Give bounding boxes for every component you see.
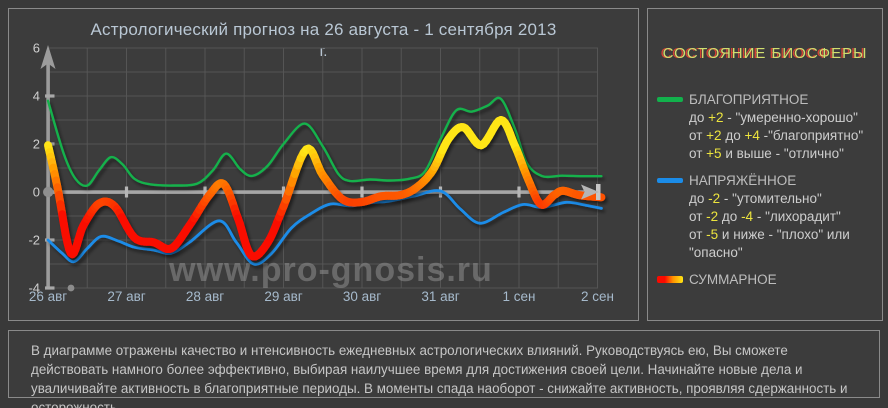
legend-line: от +2 до +4 -"благоприятно" [689, 128, 864, 143]
legend-label-tense: НАПРЯЖЁННОЕ [689, 173, 797, 188]
y-tick-label: 2 [33, 137, 40, 152]
forecast-chart: www.pro-gnosis.ru 6 4 2 0 -2 -426 авг 27 авг 28 … [28, 41, 614, 305]
legend-lines-favorable: до +2 - "умеренно-хорошо" от +2 до +4 -"б… [689, 109, 878, 163]
x-tick-label: 30 авг [343, 289, 381, 304]
y-tick-label: 0 [33, 185, 40, 200]
x-tick-label: 31 авг [421, 289, 459, 304]
y-axis-labels: 6 4 2 0 -2 -4 [28, 41, 40, 296]
axis-origin-dot-bottom [67, 284, 75, 292]
description-panel: В диаграмме отражены качество и нтенсивн… [8, 330, 880, 408]
legend-line: до -2 - "утомительно" [689, 191, 822, 206]
x-axis-arrow [581, 184, 599, 200]
x-tick-label: 2 сен [581, 289, 614, 304]
chart-title: Астрологический прогноз на 26 августа - … [90, 20, 557, 39]
x-tick-label: 26 авг [29, 289, 67, 304]
legend-line: от -2 до -4 - "лихорадит" [689, 209, 841, 224]
tense-line-swatch [657, 178, 683, 183]
series-summary-line [44, 116, 606, 261]
x-tick-label: 28 авг [186, 289, 224, 304]
legend-panel: СОСТОЯНИЕ БИОСФЕРЫ БЛАГОПРИЯТНОЕ до +2 -… [647, 8, 883, 321]
series-favorable-line [46, 96, 603, 188]
x-axis [48, 186, 584, 198]
legend-line: до +2 - "умеренно-хорошо" [689, 110, 858, 125]
legend-label-summary: СУММАРНОЕ [689, 272, 777, 287]
y-tick-label: 6 [33, 41, 40, 56]
summary-line-swatch [657, 276, 683, 283]
x-tick-label: 1 сен [503, 289, 536, 304]
legend-item-summary: СУММАРНОЕ [656, 271, 878, 289]
y-tick-label: 4 [33, 89, 40, 104]
x-tick-label: 29 авг [264, 289, 302, 304]
legend-line: "опасно" [689, 245, 743, 260]
description-text: В диаграмме отражены качество и нтенсивн… [31, 343, 848, 408]
legend-lines-tense: до -2 - "утомительно" от -2 до -4 - "лихо… [689, 190, 878, 262]
legend-item-tense: НАПРЯЖЁННОЕ до -2 - "утомительно" от -2 д… [656, 172, 878, 262]
y-tick-label: -2 [28, 233, 40, 248]
chart-subtitle: г. [319, 43, 328, 60]
legend-line: от -5 и ниже - "плохо" или [689, 227, 850, 242]
forecast-chart-panel: Астрологический прогноз на 26 августа - … [8, 8, 639, 321]
x-tick-label: 27 авг [107, 289, 145, 304]
legend-item-favorable: БЛАГОПРИЯТНОЕ до +2 - "умеренно-хорошо" о… [656, 91, 878, 163]
legend-label-favorable: БЛАГОПРИЯТНОЕ [689, 92, 809, 107]
x-axis-labels: 26 авг 27 авг 28 авг 29 авг 30 авг 31 авг 1 се… [29, 289, 614, 304]
series-tense-line [46, 189, 603, 266]
legend-line: от +5 и выше - "отлично" [689, 146, 844, 161]
favorable-line-swatch [657, 97, 683, 102]
watermark-text: www.pro-gnosis.ru [168, 251, 493, 289]
legend-heading: СОСТОЯНИЕ БИОСФЕРЫ [662, 45, 868, 62]
y-tick-label: -4 [28, 281, 40, 296]
